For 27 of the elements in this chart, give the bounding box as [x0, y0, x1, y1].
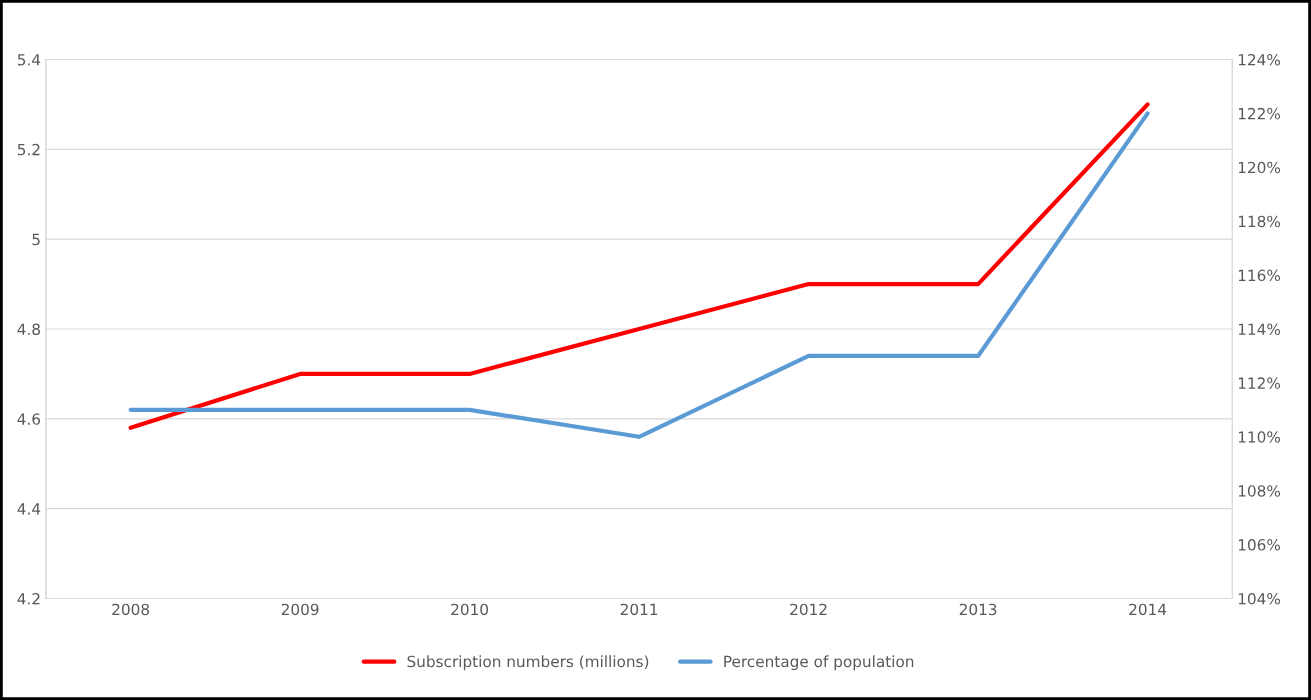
y2-tick-label: 108%	[1238, 485, 1281, 497]
y-tick-label: 4.4	[17, 503, 41, 515]
legend-label: Percentage of population	[724, 655, 914, 671]
y2-tick-label: 124%	[1238, 53, 1281, 66]
x-tick-label: 2014	[1129, 603, 1167, 616]
y2-tick-label: 104%	[1238, 592, 1281, 605]
x-tick-label: 2012	[790, 603, 827, 616]
y2-tick-label: 116%	[1238, 269, 1281, 282]
y-tick-label: 5	[32, 233, 40, 246]
y-tick-label: 5.2	[17, 143, 40, 156]
y2-tick-label: 114%	[1238, 323, 1281, 336]
legend-label: Subscription numbers (millions)	[407, 655, 649, 671]
y2-tick-label: 112%	[1238, 377, 1281, 389]
x-tick-label: 2013	[959, 603, 997, 616]
y-tick-label: 5.4	[17, 54, 41, 66]
y-tick-label: 4.6	[17, 413, 41, 425]
y2-tick-label: 122%	[1238, 107, 1281, 120]
x-tick-label: 2008	[112, 603, 150, 616]
y-tick-label: 4.8	[17, 323, 40, 336]
y2-tick-label: 110%	[1238, 431, 1281, 443]
x-tick-label: 2011	[620, 603, 658, 616]
y2-tick-label: 106%	[1238, 539, 1281, 551]
y-tick-label: 4.2	[17, 592, 40, 605]
x-tick-label: 2010	[451, 603, 489, 616]
y2-tick-label: 120%	[1238, 161, 1281, 174]
y2-tick-label: 118%	[1238, 215, 1281, 228]
x-tick-label: 2009	[281, 603, 319, 616]
